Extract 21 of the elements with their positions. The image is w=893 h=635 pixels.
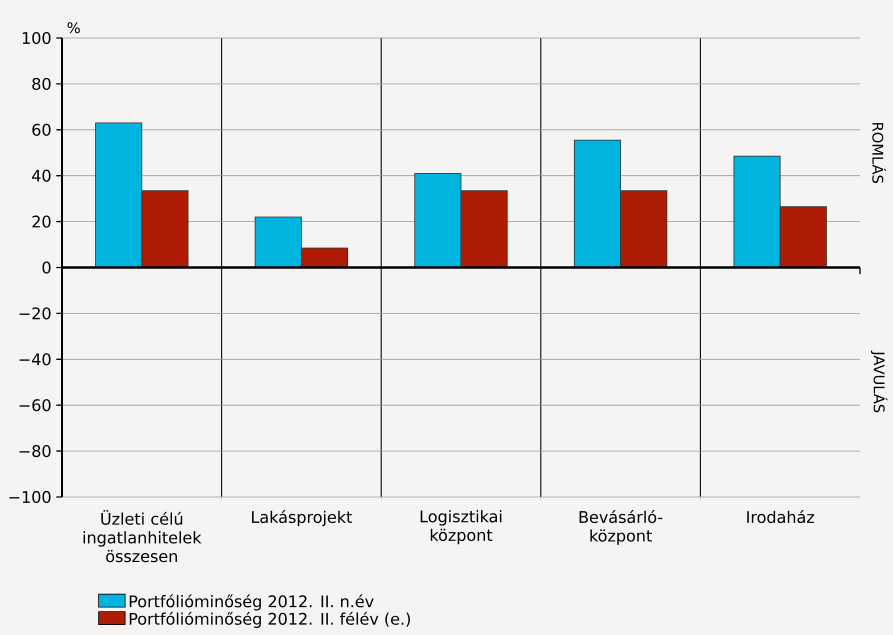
y-tick-label: −80 [20, 445, 51, 458]
text: ROMLÁS [872, 123, 886, 184]
x-tick-label: Üzleti célú ingatlanhitelek összesen [84, 510, 202, 562]
y-tick-label: −100 [9, 490, 51, 504]
x-tick-label: Irodaház [747, 510, 814, 524]
legend-label: Portfólióminőség 2012. II. n.év [130, 594, 374, 611]
y-tick-label: 40 [32, 170, 51, 182]
y-tick-label: 0 [42, 261, 51, 274]
y-tick-label: −60 [20, 399, 51, 412]
y-tick-label: 20 [32, 216, 51, 228]
y-axis-title: % [68, 22, 80, 34]
y-tick-label: −20 [20, 307, 51, 320]
x-tick-label: Lakásprojekt [252, 510, 352, 526]
y-tick-label: −40 [20, 353, 51, 366]
legend-label: Portfólióminőség 2012. II. félév (e.) [130, 612, 410, 628]
y-tick-label: 60 [32, 124, 51, 136]
y-tick-label: 80 [32, 78, 51, 90]
y-tick-label: 100 [22, 32, 51, 44]
x-tick-label: Bevásárló-központ [580, 510, 662, 545]
x-tick-label: Logisztikai központ [420, 510, 502, 544]
text: JAVULÁS [870, 350, 888, 412]
